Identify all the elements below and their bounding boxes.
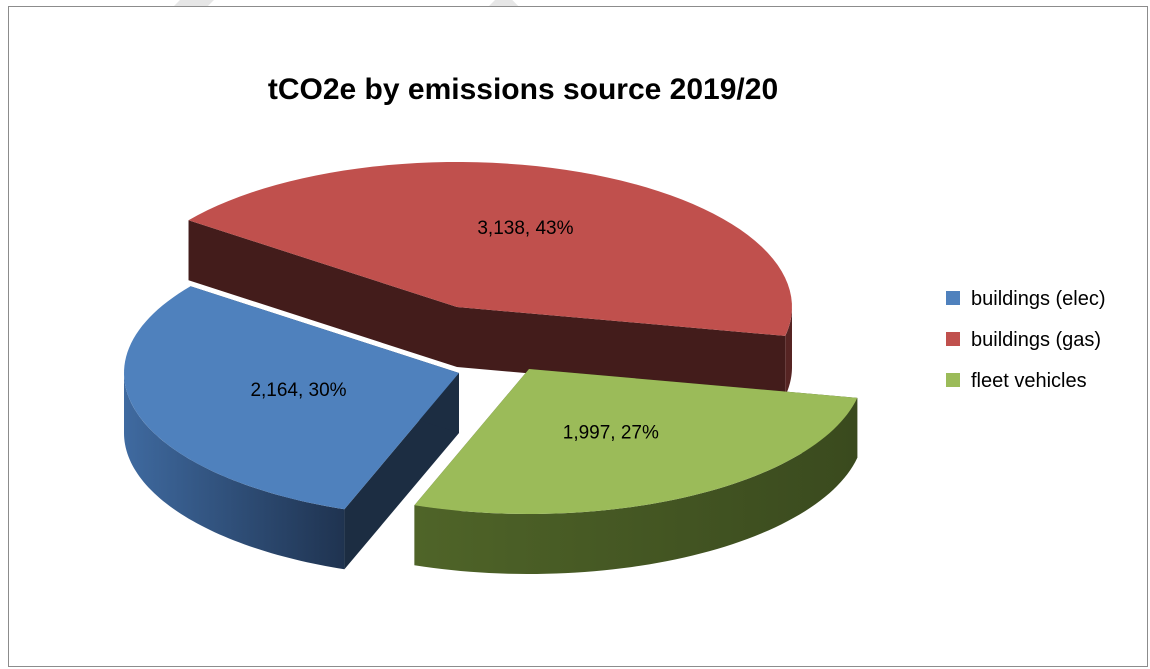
slice-wall <box>188 220 457 367</box>
data-label: 3,138, 43% <box>477 218 573 239</box>
slice-side <box>785 307 792 396</box>
slice-side <box>414 397 858 574</box>
legend: buildings (elec) buildings (gas) fleet veh… <box>946 288 1106 392</box>
slices-layer <box>124 162 858 574</box>
slice-top <box>414 369 858 514</box>
legend-entry: fleet vehicles <box>946 370 1087 392</box>
legend-swatch <box>946 332 960 346</box>
chart-area: tCO2e by emissions source 2019/20 3,138,… <box>8 6 1148 667</box>
legend-label: fleet vehicles <box>971 370 1087 392</box>
legend-label: buildings (elec) <box>971 288 1106 310</box>
pie-slice <box>124 286 459 570</box>
chart-title: tCO2e by emissions source 2019/20 <box>268 73 778 106</box>
legend-entry: buildings (elec) <box>946 288 1106 310</box>
legend-label: buildings (gas) <box>971 329 1101 351</box>
pie-chart: tCO2e by emissions source 2019/20 3,138,… <box>124 73 1106 574</box>
legend-swatch <box>946 291 960 305</box>
slice-top <box>188 162 792 336</box>
pie-slice <box>414 369 858 574</box>
legend-swatch <box>946 373 960 387</box>
data-label: 1,997, 27% <box>563 423 659 444</box>
slice-side <box>124 373 345 570</box>
slice-top <box>124 286 459 510</box>
data-label: 2,164, 30% <box>250 380 346 401</box>
legend-entry: buildings (gas) <box>946 329 1101 351</box>
data-labels: 3,138, 43% 1,997, 27% 2,164, 30% <box>250 218 659 443</box>
